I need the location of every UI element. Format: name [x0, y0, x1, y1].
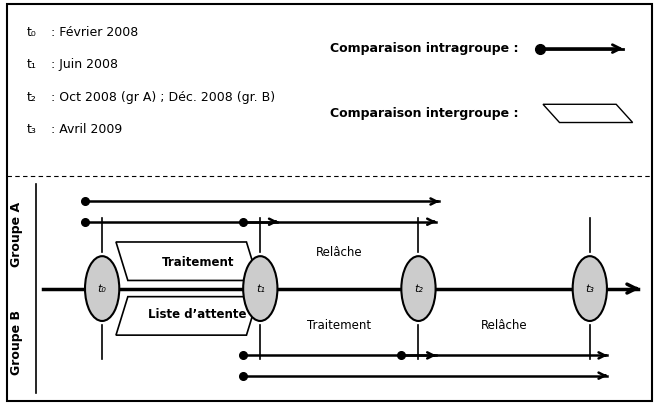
- Text: : Juin 2008: : Juin 2008: [47, 58, 119, 71]
- Text: : Avril 2009: : Avril 2009: [47, 123, 123, 136]
- Text: Comparaison intragroupe :: Comparaison intragroupe :: [330, 42, 518, 55]
- Text: : Février 2008: : Février 2008: [47, 26, 138, 39]
- Text: Relâche: Relâche: [481, 318, 527, 332]
- Text: Traitement: Traitement: [161, 256, 234, 269]
- Ellipse shape: [401, 256, 436, 321]
- Text: Traitement: Traitement: [307, 318, 372, 332]
- Ellipse shape: [573, 256, 607, 321]
- Text: Groupe A: Groupe A: [10, 202, 23, 267]
- Text: t₁: t₁: [256, 284, 265, 294]
- Text: t₃: t₃: [585, 284, 594, 294]
- Text: Liste d’attente: Liste d’attente: [148, 308, 247, 322]
- Ellipse shape: [243, 256, 277, 321]
- Text: t₁: t₁: [26, 58, 36, 71]
- Text: t₀: t₀: [98, 284, 107, 294]
- Text: t₂: t₂: [414, 284, 423, 294]
- Text: Relâche: Relâche: [316, 245, 362, 259]
- Text: t₃: t₃: [26, 123, 36, 136]
- Text: : Oct 2008 (gr A) ; Déc. 2008 (gr. B): : Oct 2008 (gr A) ; Déc. 2008 (gr. B): [47, 91, 275, 104]
- Text: Comparaison intergroupe :: Comparaison intergroupe :: [330, 107, 518, 120]
- Text: t₀: t₀: [26, 26, 36, 39]
- Text: t₂: t₂: [26, 91, 36, 104]
- Ellipse shape: [85, 256, 119, 321]
- Text: Groupe B: Groupe B: [10, 310, 23, 375]
